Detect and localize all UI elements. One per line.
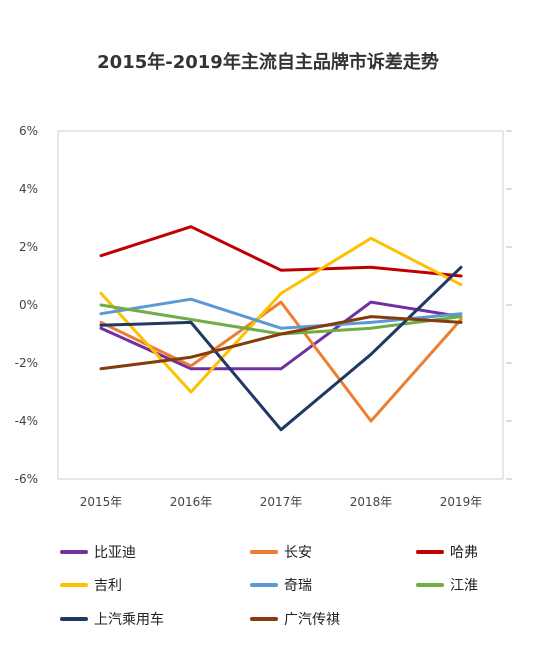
x-axis-ticks: 2015年 2016年 2017年 2018年 2019年 bbox=[80, 495, 483, 509]
legend-label: 广汽传祺 bbox=[284, 612, 340, 628]
legend-label: 上汽乘用车 bbox=[94, 611, 164, 628]
y-tick-label: -4% bbox=[15, 414, 38, 428]
x-tick-label: 2019年 bbox=[440, 495, 483, 509]
x-tick-label: 2018年 bbox=[350, 495, 393, 509]
y-tick-label: -6% bbox=[15, 472, 38, 486]
series-line-3 bbox=[99, 236, 463, 394]
plot-area-frame bbox=[57, 130, 504, 480]
y-tick-label: -2% bbox=[15, 356, 38, 370]
x-tick-label: 2016年 bbox=[170, 495, 213, 509]
y-tick-label: 6% bbox=[19, 124, 38, 138]
chart-title: 2015年-2019年主流自主品牌市诉差走势 bbox=[97, 51, 439, 73]
series-line-0 bbox=[99, 300, 463, 371]
legend-label: 江淮 bbox=[450, 578, 478, 594]
series-line-6 bbox=[99, 265, 463, 432]
legend-label: 哈弗 bbox=[450, 545, 478, 561]
y-tick-label: 2% bbox=[19, 240, 38, 254]
y-axis-ticks: 6% 4% 2% 0% -2% -4% -6% bbox=[15, 124, 512, 486]
x-tick-label: 2015年 bbox=[80, 495, 123, 509]
series-line-7 bbox=[99, 315, 463, 371]
y-tick-label: 4% bbox=[19, 182, 38, 196]
y-tick-label: 0% bbox=[19, 298, 38, 312]
x-tick-label: 2017年 bbox=[260, 495, 303, 509]
series-line-1 bbox=[99, 300, 463, 423]
series-layer bbox=[99, 225, 463, 432]
legend-label: 吉利 bbox=[94, 578, 122, 594]
legend-label: 长安 bbox=[284, 545, 312, 561]
legend-label: 奇瑞 bbox=[284, 577, 312, 594]
legend-label: 比亚迪 bbox=[94, 545, 136, 561]
series-line-2 bbox=[99, 225, 463, 278]
